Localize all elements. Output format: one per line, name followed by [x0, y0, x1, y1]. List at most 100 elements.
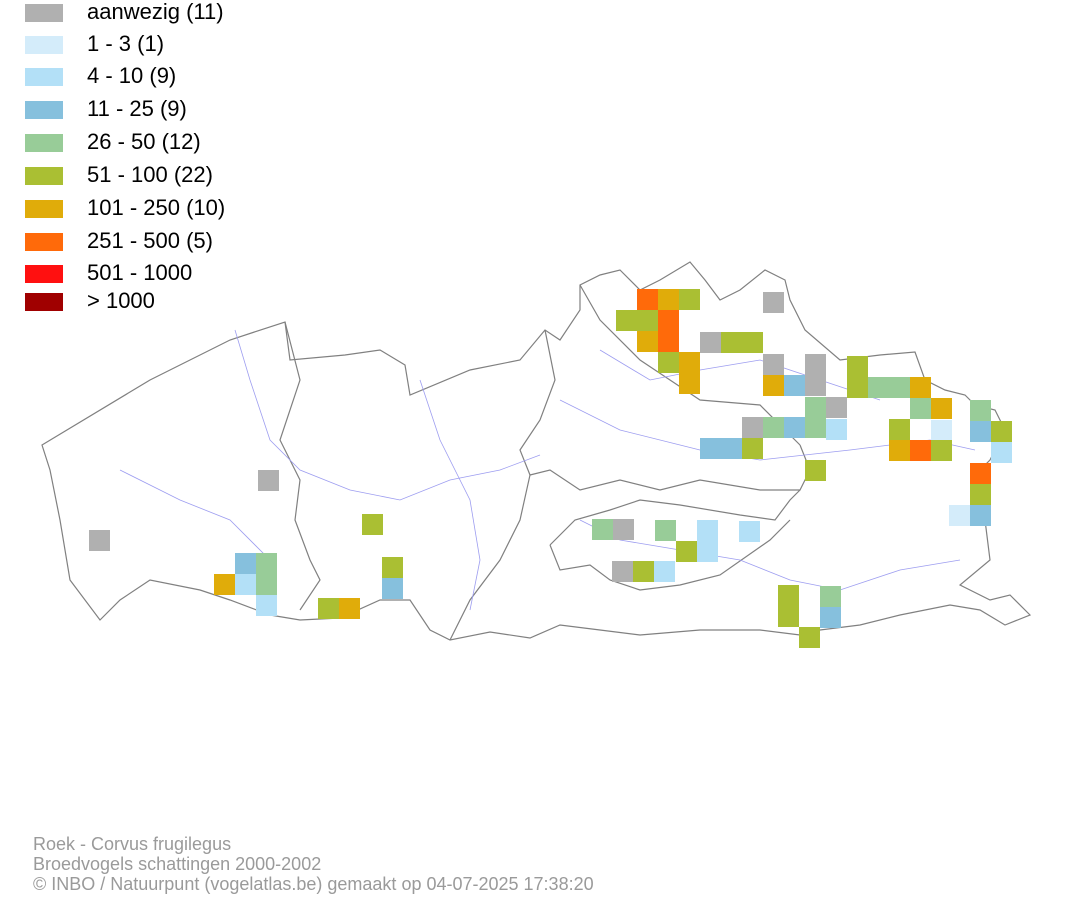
grid-cell	[739, 521, 760, 542]
region-borders	[41, 261, 1032, 641]
grid-cell	[235, 553, 256, 574]
grid-cell	[970, 421, 991, 442]
grid-cell	[679, 352, 700, 373]
legend-label: 101 - 250 (10)	[87, 195, 225, 220]
grid-cell	[847, 377, 868, 398]
grid-cell	[612, 561, 633, 582]
legend-label: > 1000	[87, 288, 155, 313]
grid-cell	[763, 292, 784, 313]
grid-cell	[763, 375, 784, 396]
grid-cell	[742, 417, 763, 438]
grid-cell	[256, 595, 277, 616]
grid-cell	[763, 417, 784, 438]
grid-cell	[382, 578, 403, 599]
grid-cell	[889, 419, 910, 440]
grid-cell	[889, 377, 910, 398]
legend: aanwezig (11) 1 - 3 (1) 4 - 10 (9) 11 - 25 …	[25, 0, 225, 313]
grid-cell	[805, 417, 826, 438]
grid-cell	[676, 541, 697, 562]
grid-cell	[991, 421, 1012, 442]
grid-cell	[658, 289, 679, 310]
legend-label: 251 - 500 (5)	[87, 228, 213, 253]
grid-cell	[931, 420, 952, 441]
grid-cell	[592, 519, 613, 540]
grid-cell	[805, 354, 826, 375]
grid-cell	[679, 373, 700, 394]
footer-credit: © INBO / Natuurpunt (vogelatlas.be) gema…	[33, 874, 594, 894]
grid-cell	[847, 356, 868, 377]
grid-cell	[658, 331, 679, 352]
legend-label: 4 - 10 (9)	[87, 63, 176, 88]
grid-cell	[637, 289, 658, 310]
footer-title: Roek - Corvus frugilegus	[33, 834, 231, 854]
grid-cell	[805, 375, 826, 396]
grid-cell	[214, 574, 235, 595]
grid-cell	[931, 398, 952, 419]
grid-cell	[658, 352, 679, 373]
rivers	[119, 329, 976, 611]
grid-cell	[970, 484, 991, 505]
grid-cell	[700, 438, 721, 459]
grid-cell	[970, 400, 991, 421]
legend-label: 11 - 25 (9)	[87, 96, 187, 121]
grid-cell	[318, 598, 339, 619]
grid-cell	[89, 530, 110, 551]
legend-swatch	[25, 4, 63, 22]
grid-cell	[820, 586, 841, 607]
grid-cell	[721, 332, 742, 353]
grid-cell	[382, 557, 403, 578]
grid-cell	[889, 440, 910, 461]
grid-cell	[763, 354, 784, 375]
legend-swatch	[25, 68, 63, 86]
grid-cell	[742, 332, 763, 353]
grid-cell	[258, 470, 279, 491]
grid-cell	[362, 514, 383, 535]
grid-cell	[235, 574, 256, 595]
grid-cell	[820, 607, 841, 628]
grid-cell	[256, 553, 277, 574]
grid-cell	[637, 310, 658, 331]
legend-label: 1 - 3 (1)	[87, 31, 164, 56]
grid-cell	[910, 398, 931, 419]
grid-cell	[970, 463, 991, 484]
legend-swatch	[25, 134, 63, 152]
grid-cell	[805, 460, 826, 481]
legend-label: aanwezig (11)	[87, 0, 224, 24]
grid-cell	[784, 417, 805, 438]
grid-cell	[256, 574, 277, 595]
grid-cell	[868, 377, 889, 398]
footer-subtitle: Broedvogels schattingen 2000-2002	[33, 854, 321, 874]
grid-cell	[616, 310, 637, 331]
grid-cell	[697, 541, 718, 562]
grid-cell	[654, 561, 675, 582]
grid-cell	[721, 438, 742, 459]
grid-cell	[991, 442, 1012, 463]
grid-cell	[679, 289, 700, 310]
grid-cell	[799, 627, 820, 648]
grid-cell	[970, 505, 991, 526]
grid-cell	[742, 438, 763, 459]
legend-label: 51 - 100 (22)	[87, 162, 213, 187]
grid-cells	[89, 289, 1012, 648]
grid-cell	[784, 375, 805, 396]
grid-cell	[697, 520, 718, 541]
grid-cell	[949, 505, 970, 526]
grid-cell	[655, 520, 676, 541]
grid-cell	[910, 377, 931, 398]
legend-swatch	[25, 265, 63, 283]
grid-cell	[805, 397, 826, 418]
grid-cell	[826, 397, 847, 418]
grid-cell	[931, 440, 952, 461]
grid-cell	[700, 332, 721, 353]
grid-cell	[637, 331, 658, 352]
legend-swatch	[25, 233, 63, 251]
grid-cell	[910, 440, 931, 461]
legend-label: 501 - 1000	[87, 260, 192, 285]
legend-swatch	[25, 36, 63, 54]
legend-swatch	[25, 101, 63, 119]
legend-swatch	[25, 167, 63, 185]
grid-cell	[339, 598, 360, 619]
legend-swatch	[25, 200, 63, 218]
grid-cell	[613, 519, 634, 540]
